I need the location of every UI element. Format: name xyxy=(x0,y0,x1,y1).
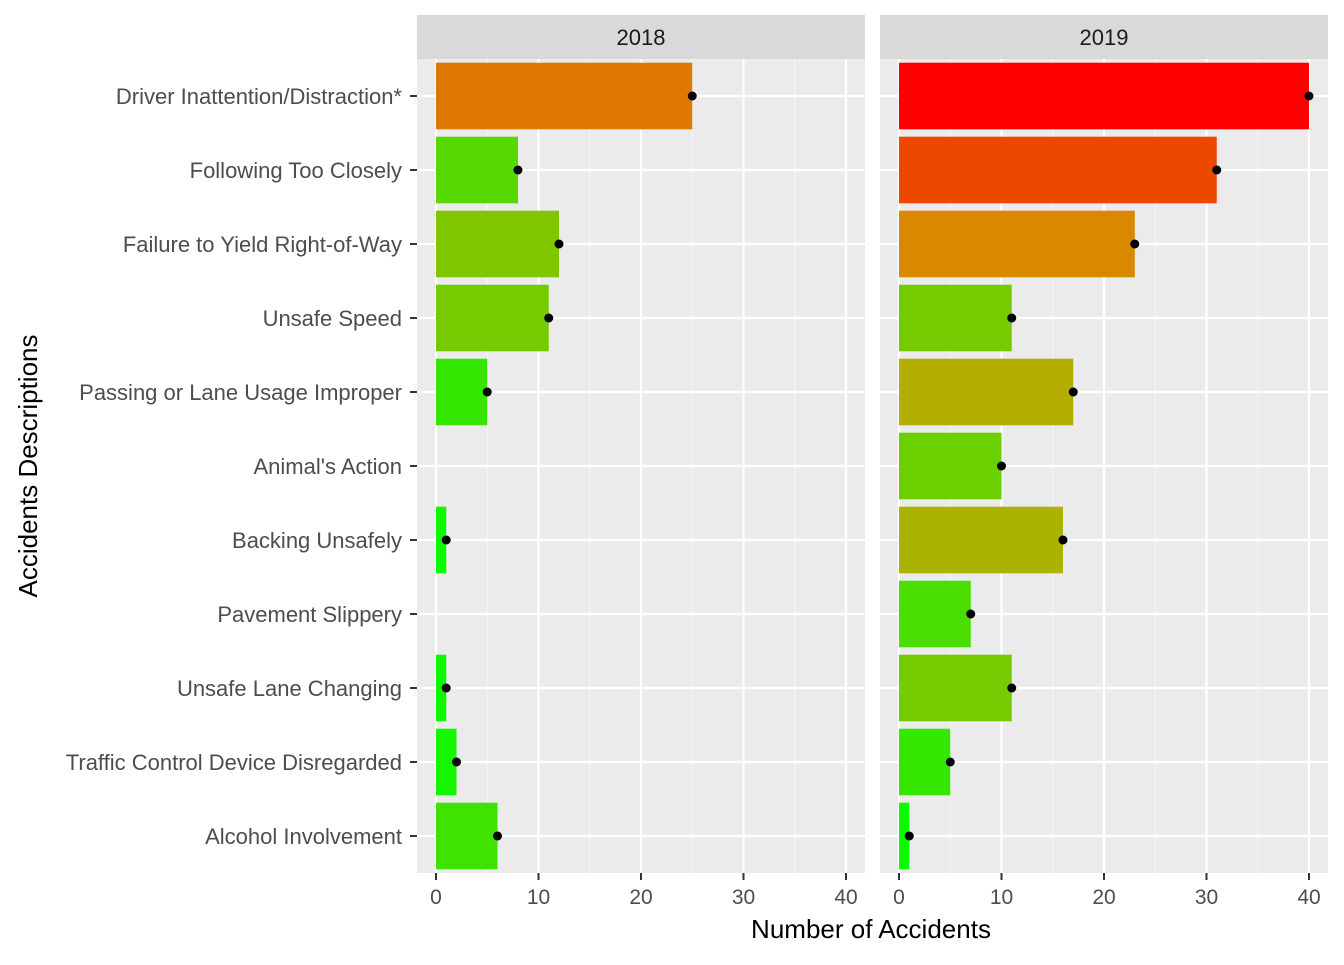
bar xyxy=(436,284,549,352)
data-point xyxy=(904,831,914,841)
x-tick-label: 40 xyxy=(834,886,857,909)
bar xyxy=(899,432,1002,500)
x-tick-label: 0 xyxy=(893,886,905,909)
y-tick-label: Pavement Slippery xyxy=(217,602,402,627)
data-point xyxy=(1068,387,1078,397)
bar xyxy=(899,136,1217,204)
bar xyxy=(436,210,559,278)
x-tick-label: 10 xyxy=(527,886,550,909)
y-tick-label: Traffic Control Device Disregarded xyxy=(66,750,402,775)
data-point xyxy=(1007,683,1017,693)
x-tick-label: 0 xyxy=(430,886,442,909)
x-axis-title: Number of Accidents xyxy=(751,914,991,944)
bar xyxy=(899,506,1063,574)
data-point xyxy=(554,239,564,249)
y-tick-label: Driver Inattention/Distraction* xyxy=(116,84,403,109)
facet-panel-2018: 2018 0 10 20 30 40 Driver Inattention/Distract… xyxy=(66,15,865,909)
bar xyxy=(899,580,971,648)
bar xyxy=(436,654,447,722)
data-point xyxy=(482,387,492,397)
y-tick-label: Alcohol Involvement xyxy=(205,824,402,849)
data-point xyxy=(1130,239,1140,249)
data-point xyxy=(1304,91,1314,101)
data-point xyxy=(1058,535,1068,545)
facet-strip-label: 2019 xyxy=(1080,25,1129,50)
bar xyxy=(436,506,447,574)
bar xyxy=(899,802,910,870)
data-point xyxy=(1007,313,1017,323)
bar xyxy=(436,358,488,426)
x-tick-label: 40 xyxy=(1297,886,1320,909)
data-point xyxy=(544,313,554,323)
x-tick-label: 30 xyxy=(1195,886,1218,909)
y-tick-label: Passing or Lane Usage Improper xyxy=(79,380,402,405)
data-point xyxy=(1212,165,1222,175)
data-point xyxy=(493,831,502,841)
y-tick-label: Failure to Yield Right-of-Way xyxy=(123,232,402,257)
y-tick-label: Unsafe Lane Changing xyxy=(177,676,402,701)
facet-panel-2019: 2019 0 10 20 30 40 xyxy=(880,15,1328,909)
y-tick-label: Unsafe Speed xyxy=(263,306,402,331)
facet-strip xyxy=(417,15,865,59)
bar xyxy=(899,728,951,796)
data-point xyxy=(945,757,955,767)
data-point xyxy=(452,757,461,767)
y-tick-label: Animal's Action xyxy=(254,454,403,479)
bar xyxy=(899,210,1135,278)
bar xyxy=(436,62,693,130)
x-tick-label: 10 xyxy=(990,886,1013,909)
bar xyxy=(436,728,457,796)
x-tick-label: 20 xyxy=(1092,886,1115,909)
data-point xyxy=(441,535,451,545)
bar xyxy=(899,62,1309,130)
x-tick-label: 20 xyxy=(629,886,652,909)
data-point xyxy=(441,683,451,693)
bar xyxy=(436,136,518,204)
y-tick-label: Following Too Closely xyxy=(190,158,402,183)
bar xyxy=(436,802,498,870)
data-point xyxy=(966,609,976,619)
bar xyxy=(899,654,1012,722)
y-axis-title: Accidents Descriptions xyxy=(13,335,43,598)
y-tick-label: Backing Unsafely xyxy=(232,528,402,553)
x-tick-label: 30 xyxy=(732,886,755,909)
bar xyxy=(899,284,1012,352)
bar xyxy=(899,358,1074,426)
data-point xyxy=(513,165,523,175)
data-point xyxy=(687,91,697,101)
facet-strip xyxy=(880,15,1328,59)
data-point xyxy=(997,461,1006,471)
facet-strip-label: 2018 xyxy=(617,25,666,50)
